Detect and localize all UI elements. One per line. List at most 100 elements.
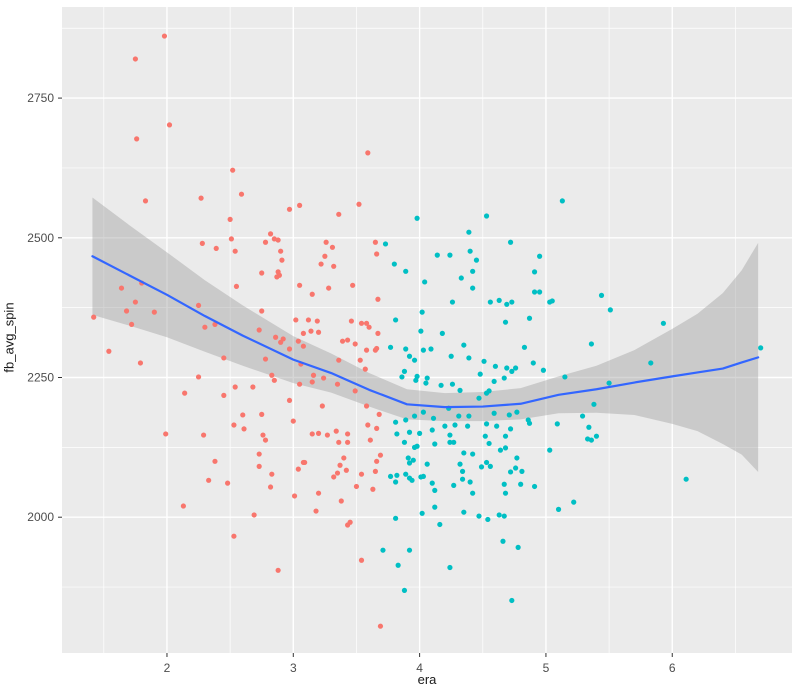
data-point-group-low-era <box>374 425 380 431</box>
data-point-group-low-era <box>315 430 322 436</box>
data-point-group-low-era <box>300 330 306 336</box>
data-point-group-high-era <box>483 421 490 427</box>
data-point-group-low-era <box>341 455 347 461</box>
data-point-group-high-era <box>758 345 764 351</box>
data-point-group-low-era <box>142 198 149 204</box>
x-axis-tick-label: 4 <box>416 661 423 675</box>
data-point-group-high-era <box>501 481 507 487</box>
data-point-group-high-era <box>465 423 471 429</box>
data-point-group-high-era <box>514 455 520 461</box>
data-point-group-low-era <box>275 237 281 243</box>
data-point-group-low-era <box>213 245 219 252</box>
data-point-group-low-era <box>347 519 353 525</box>
data-point-group-high-era <box>466 413 472 419</box>
data-point-group-low-era <box>333 428 339 434</box>
data-point-group-low-era <box>331 474 337 480</box>
data-point-group-high-era <box>449 381 456 387</box>
data-point-group-low-era <box>262 356 269 362</box>
data-point-group-low-era <box>365 422 371 428</box>
data-point-group-low-era <box>198 195 204 201</box>
data-point-group-high-era <box>502 490 509 496</box>
data-point-group-high-era <box>537 253 543 259</box>
data-point-group-low-era <box>337 462 343 468</box>
data-point-group-low-era <box>271 377 277 383</box>
data-point-group-high-era <box>487 299 493 305</box>
data-point-group-high-era <box>467 479 473 485</box>
data-point-group-high-era <box>562 374 568 380</box>
data-point-group-low-era <box>166 122 173 128</box>
data-point-group-low-era <box>230 167 236 173</box>
data-point-group-high-era <box>504 365 510 371</box>
data-point-group-low-era <box>132 56 138 62</box>
x-axis-title: era <box>417 672 437 687</box>
data-point-group-low-era <box>363 347 370 353</box>
data-point-group-high-era <box>483 459 490 466</box>
data-point-group-low-era <box>291 493 298 499</box>
data-point-group-high-era <box>409 477 415 483</box>
data-point-group-low-era <box>314 318 320 324</box>
data-point-group-low-era <box>315 490 322 496</box>
data-point-group-high-era <box>591 401 597 407</box>
data-point-group-high-era <box>473 257 480 263</box>
data-point-group-low-era <box>336 439 342 445</box>
data-point-group-high-era <box>531 483 538 490</box>
data-point-group-high-era <box>434 252 440 258</box>
data-point-group-low-era <box>375 330 381 336</box>
data-point-group-high-era <box>507 239 514 245</box>
data-point-group-high-era <box>571 499 577 505</box>
y-axis-tick-label: 2750 <box>27 91 54 105</box>
data-point-group-high-era <box>419 510 425 516</box>
data-point-group-high-era <box>513 365 519 371</box>
data-point-group-low-era <box>182 390 188 396</box>
data-point-group-high-era <box>607 307 613 313</box>
data-point-group-high-era <box>405 455 411 461</box>
data-point-group-high-era <box>448 353 454 359</box>
y-axis-tick-label: 2500 <box>27 231 54 245</box>
data-point-group-low-era <box>376 411 382 417</box>
data-point-group-high-era <box>458 275 464 281</box>
data-point-group-low-era <box>297 282 303 288</box>
data-point-group-high-era <box>401 368 408 374</box>
data-point-group-low-era <box>334 381 341 387</box>
data-point-group-low-era <box>370 486 376 492</box>
data-point-group-high-era <box>428 346 434 352</box>
data-point-group-low-era <box>345 431 351 437</box>
data-point-group-high-era <box>513 465 519 471</box>
x-axis-tick-label: 6 <box>669 661 676 675</box>
data-point-group-high-era <box>526 315 533 321</box>
data-point-group-high-era <box>380 547 386 553</box>
data-point-group-high-era <box>660 320 667 326</box>
data-point-group-low-era <box>195 374 202 380</box>
data-point-group-high-era <box>555 506 562 512</box>
y-axis-tick-label: 2250 <box>27 371 54 385</box>
data-point-group-low-era <box>279 257 285 263</box>
data-point-group-low-era <box>260 432 266 438</box>
data-point-group-high-era <box>491 410 497 416</box>
data-point-group-high-era <box>588 437 595 443</box>
data-point-group-high-era <box>432 504 438 510</box>
data-point-group-low-era <box>275 567 281 573</box>
data-point-group-high-era <box>411 357 418 363</box>
data-point-group-high-era <box>496 297 502 303</box>
data-point-group-high-era <box>461 509 467 515</box>
data-point-group-high-era <box>509 299 515 305</box>
data-point-group-high-era <box>395 562 401 568</box>
data-point-group-high-era <box>481 358 487 364</box>
data-point-group-high-era <box>476 395 482 401</box>
data-point-group-high-era <box>459 476 466 482</box>
data-point-group-low-era <box>323 239 329 245</box>
data-point-group-high-era <box>432 441 438 447</box>
data-point-group-high-era <box>507 469 514 475</box>
data-point-group-high-era <box>451 482 457 488</box>
data-point-group-high-era <box>487 463 493 469</box>
data-point-group-high-era <box>470 451 476 457</box>
data-point-group-high-era <box>588 341 595 347</box>
data-point-group-low-era <box>256 463 262 469</box>
data-point-group-high-era <box>403 471 409 477</box>
data-point-group-high-era <box>515 544 521 550</box>
data-point-group-low-era <box>231 533 237 539</box>
data-point-group-low-era <box>318 261 324 267</box>
data-point-group-low-era <box>366 324 372 330</box>
data-point-group-low-era <box>377 623 384 629</box>
